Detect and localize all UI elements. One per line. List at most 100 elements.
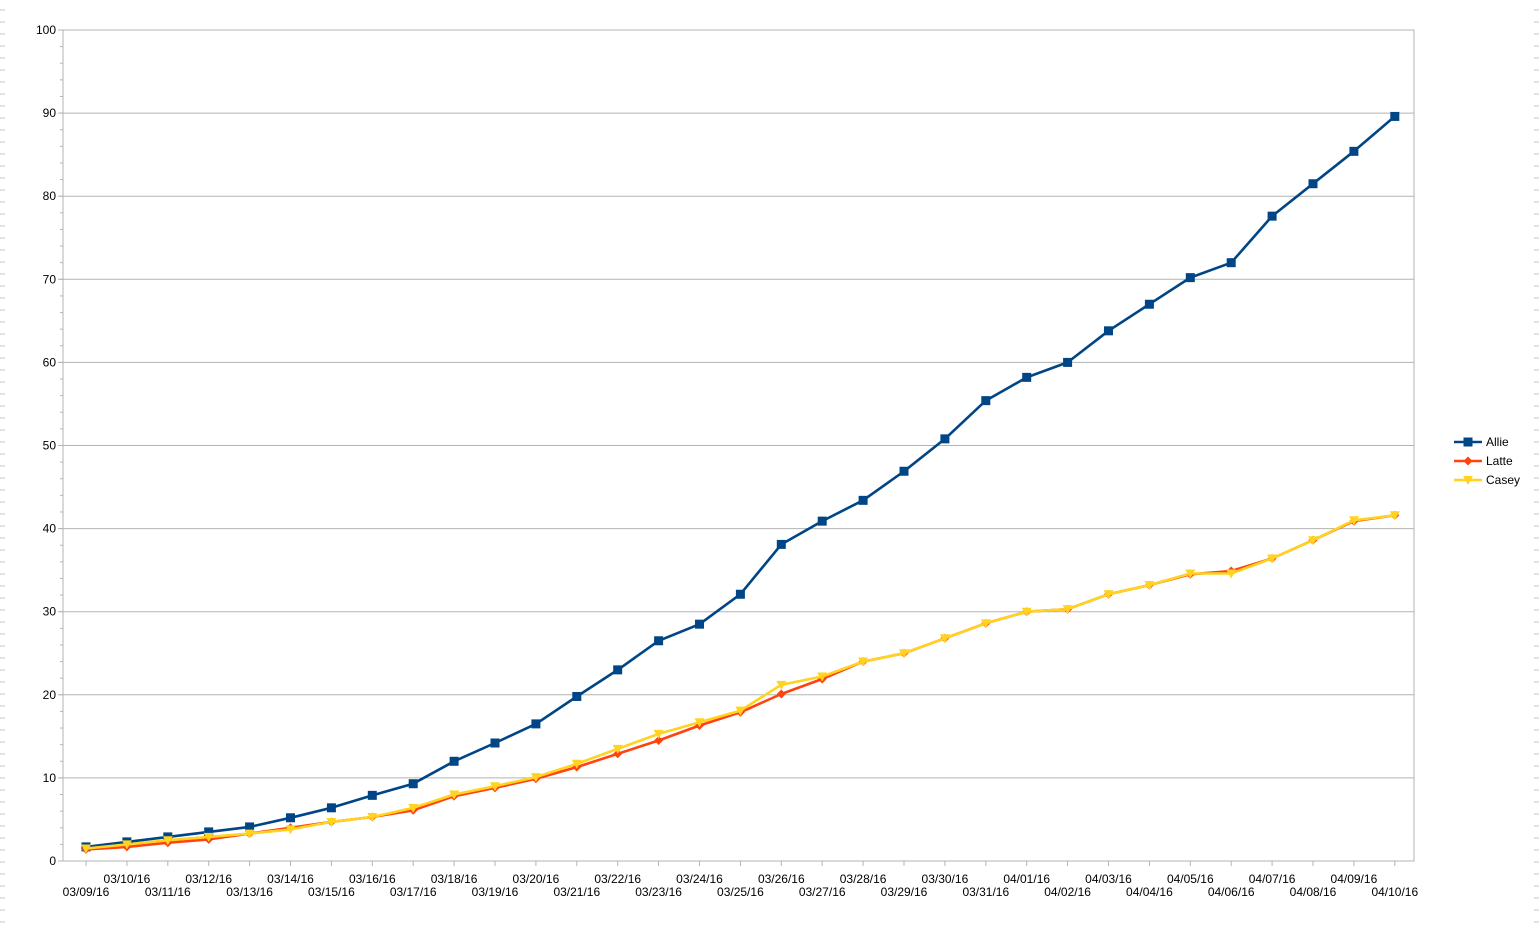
data-point-casey <box>203 832 214 842</box>
data-point-allie <box>1390 111 1400 121</box>
data-point-allie <box>1063 357 1073 367</box>
data-point-allie <box>245 822 255 832</box>
x-tick-label: 04/02/16 <box>1044 885 1091 899</box>
data-point-casey <box>1185 569 1196 579</box>
legend-label: Allie <box>1486 435 1509 449</box>
data-point-casey <box>162 836 173 846</box>
data-point-casey <box>1308 536 1318 546</box>
data-point-allie <box>1349 146 1359 156</box>
data-point-allie <box>286 813 295 823</box>
series-allie <box>81 111 1400 852</box>
data-point-allie <box>1144 299 1154 309</box>
x-tick-label: 03/28/16 <box>840 872 887 886</box>
data-point-casey <box>694 718 705 728</box>
data-point-casey <box>1021 607 1032 617</box>
x-tick-label: 04/04/16 <box>1126 885 1173 899</box>
y-tick-label: 0 <box>49 854 56 868</box>
x-tick-label: 03/19/16 <box>472 885 519 899</box>
x-tick-label: 04/01/16 <box>1003 872 1050 886</box>
data-point-casey <box>1144 581 1155 591</box>
series-layer <box>81 111 1400 854</box>
data-point-casey <box>1226 569 1237 579</box>
data-point-allie <box>1185 273 1195 283</box>
data-point-allie <box>326 803 336 813</box>
x-tick-label: 03/10/16 <box>104 872 151 886</box>
x-tick-label: 04/08/16 <box>1290 885 1337 899</box>
data-point-casey <box>817 672 828 682</box>
legend-label: Latte <box>1486 454 1513 468</box>
data-point-casey <box>858 657 869 667</box>
x-tick-label: 03/21/16 <box>553 885 600 899</box>
data-point-casey <box>285 825 296 835</box>
x-tick-label: 03/09/16 <box>63 885 110 899</box>
y-tick-label: 30 <box>43 605 57 619</box>
x-tick-label: 04/07/16 <box>1249 872 1296 886</box>
x-tick-label: 03/12/16 <box>185 872 232 886</box>
data-point-casey <box>1267 554 1278 564</box>
data-point-allie <box>449 756 459 766</box>
data-point-allie <box>531 719 541 729</box>
data-point-casey <box>326 817 337 827</box>
x-tick-label: 03/16/16 <box>349 872 396 886</box>
data-point-casey <box>244 829 255 839</box>
y-tick-label: 60 <box>43 355 57 369</box>
series-line-casey <box>85 514 1395 850</box>
x-tick-label: 03/27/16 <box>799 885 846 899</box>
y-tick-label: 10 <box>43 771 57 785</box>
data-point-casey <box>653 729 664 739</box>
x-tick-label: 03/30/16 <box>922 872 969 886</box>
data-point-casey <box>530 773 541 783</box>
data-point-casey <box>408 803 419 813</box>
y-tick-label: 40 <box>43 522 57 536</box>
x-tick-label: 04/03/16 <box>1085 872 1132 886</box>
x-tick-label: 03/17/16 <box>390 885 437 899</box>
data-point-casey <box>367 812 378 822</box>
y-tick-label: 90 <box>43 106 57 120</box>
x-tick-label: 03/13/16 <box>226 885 273 899</box>
data-point-latte <box>776 689 786 699</box>
y-tick-label: 50 <box>43 439 57 453</box>
x-tick-label: 03/26/16 <box>758 872 805 886</box>
data-point-allie <box>204 827 214 837</box>
data-point-allie <box>1022 372 1032 382</box>
x-tick-label: 03/18/16 <box>431 872 478 886</box>
x-tick-label: 03/31/16 <box>962 885 1009 899</box>
data-point-casey <box>612 744 623 754</box>
x-tick-label: 04/09/16 <box>1331 872 1378 886</box>
ruler-right <box>1534 9 1539 923</box>
data-point-allie <box>572 691 582 701</box>
x-tick-label: 03/23/16 <box>635 885 682 899</box>
x-tick-label: 03/24/16 <box>676 872 723 886</box>
data-point-casey <box>735 706 746 716</box>
data-point-allie <box>776 539 786 549</box>
series-latte <box>81 510 1400 854</box>
series-line-allie <box>85 115 1396 849</box>
data-point-casey <box>81 844 91 854</box>
legend-marker-latte <box>1463 456 1473 466</box>
data-point-allie <box>940 434 950 444</box>
x-tick-label: 03/14/16 <box>267 872 314 886</box>
data-point-allie <box>1267 211 1277 221</box>
series-line-latte <box>85 514 1395 851</box>
data-point-allie <box>490 738 500 748</box>
data-point-allie <box>981 396 991 406</box>
axes: 010203040506070809010003/09/1603/10/1603… <box>36 23 1419 899</box>
data-point-casey <box>1062 605 1073 615</box>
data-point-allie <box>858 495 868 505</box>
data-point-allie <box>367 790 377 800</box>
data-point-casey <box>776 680 787 690</box>
legend-item-allie: Allie <box>1454 435 1509 449</box>
x-tick-label: 04/10/16 <box>1371 885 1418 899</box>
data-point-casey <box>1389 511 1400 521</box>
data-point-latte <box>654 736 664 746</box>
data-point-allie <box>654 636 664 646</box>
data-point-allie <box>817 516 827 526</box>
data-point-allie <box>695 619 704 629</box>
legend-label: Casey <box>1486 473 1520 487</box>
data-point-casey <box>121 840 132 850</box>
legend-item-casey: Casey <box>1454 473 1520 487</box>
x-tick-label: 03/29/16 <box>881 885 928 899</box>
x-tick-label: 03/15/16 <box>308 885 355 899</box>
gridlines <box>63 29 1414 862</box>
